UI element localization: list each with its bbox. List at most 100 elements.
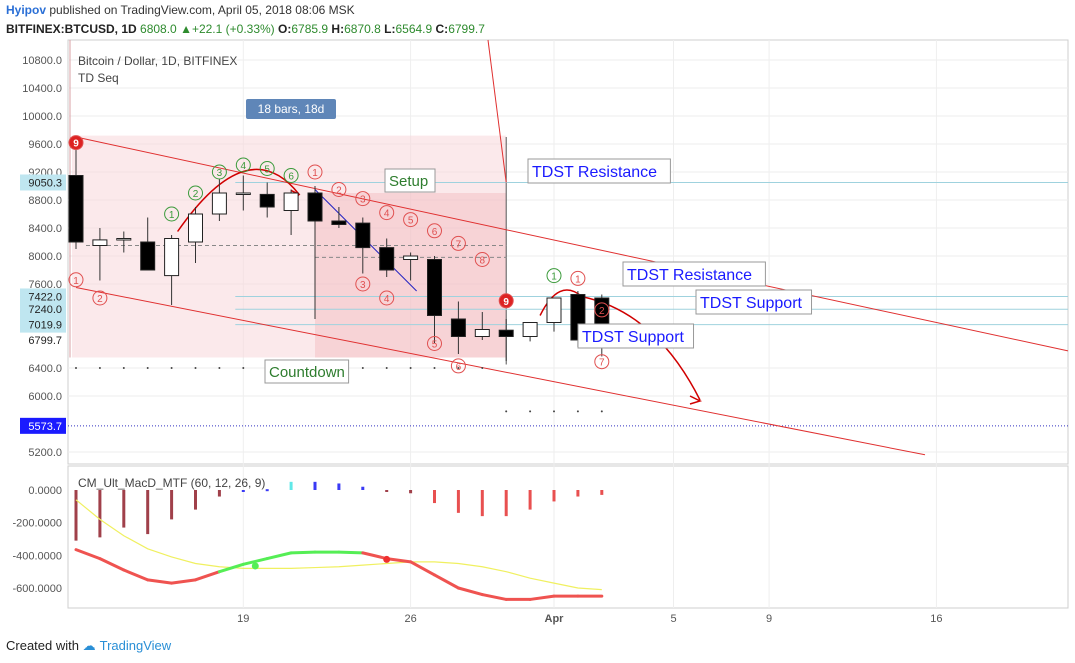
countdown-dot bbox=[98, 367, 101, 369]
setup-count-red: 4 bbox=[379, 205, 395, 221]
count-circle bbox=[211, 164, 227, 180]
price-tag-bg bbox=[20, 316, 66, 333]
candle bbox=[211, 179, 227, 221]
channel-lower-line bbox=[75, 287, 926, 456]
countdown-dot bbox=[385, 367, 388, 369]
curved-arrow bbox=[176, 168, 300, 232]
candle-body bbox=[211, 192, 227, 215]
countdown-dot bbox=[481, 367, 484, 369]
setup-count-green: 1 bbox=[164, 206, 180, 222]
candle bbox=[331, 207, 347, 228]
count-circle bbox=[68, 135, 84, 151]
candle-body bbox=[355, 222, 371, 249]
count-circle bbox=[498, 293, 514, 309]
tdst-resistance-label: TDST Resistance bbox=[527, 158, 671, 184]
annotation-text: TDST Support bbox=[700, 295, 803, 312]
tradingview-link[interactable]: TradingView bbox=[99, 638, 172, 653]
macd-line-segment bbox=[217, 562, 245, 574]
level-lines bbox=[68, 181, 1068, 427]
count-label: 1 bbox=[73, 276, 79, 287]
price-tag: 6799.7 bbox=[28, 335, 62, 347]
macd-histogram-bar bbox=[98, 490, 102, 538]
macd-line-segment bbox=[337, 550, 365, 555]
badge-text: 18 bars, 18d bbox=[258, 102, 325, 116]
macd-histogram-bar bbox=[146, 490, 150, 535]
setup-count-red: 2 bbox=[331, 182, 347, 197]
candle bbox=[427, 256, 442, 344]
candle bbox=[450, 301, 466, 354]
annotation-box bbox=[622, 261, 766, 287]
countdown-label: Countdown bbox=[264, 359, 350, 384]
setup-count-green: 6 bbox=[283, 168, 299, 183]
countdown-count: 2 bbox=[92, 290, 108, 306]
count-label: 4 bbox=[384, 294, 390, 305]
macd-histogram-bar bbox=[289, 481, 293, 490]
macd-line-segment bbox=[74, 548, 102, 561]
candle bbox=[522, 322, 538, 342]
price-tick: 8800.0 bbox=[28, 195, 62, 207]
countdown-dot bbox=[122, 367, 125, 369]
price-tick: 8400.0 bbox=[28, 223, 62, 235]
price-tick: 6000.0 bbox=[28, 391, 62, 403]
cross-marker bbox=[251, 562, 259, 570]
macd-layer bbox=[74, 481, 604, 601]
candle bbox=[379, 238, 395, 277]
count-label: 2 bbox=[336, 186, 342, 197]
candle-body bbox=[450, 318, 466, 337]
macd-line-segment bbox=[480, 593, 508, 601]
price-tick: 10400.0 bbox=[22, 83, 62, 95]
price-tag-bg bbox=[20, 417, 66, 434]
time-tick: 26 bbox=[404, 613, 416, 625]
count-circle bbox=[355, 191, 371, 207]
candle-body bbox=[235, 192, 251, 195]
countdown-count: 4 bbox=[379, 290, 395, 306]
candle bbox=[283, 189, 299, 235]
macd-line-segment bbox=[98, 557, 126, 572]
macd-tick: -600.0000 bbox=[12, 583, 62, 595]
macd-histogram-bar bbox=[265, 489, 269, 492]
macd-line-segment bbox=[146, 578, 174, 585]
count-label: 6 bbox=[288, 172, 294, 183]
candle bbox=[498, 319, 514, 361]
candle-body bbox=[403, 255, 419, 260]
macd-histogram-bar bbox=[600, 490, 604, 495]
price-axis: 10800.010400.010000.09600.09200.08800.08… bbox=[12, 55, 66, 595]
macd-histogram-bar bbox=[361, 486, 365, 490]
countdown-count: 7 bbox=[594, 354, 610, 370]
count-circle bbox=[474, 252, 490, 267]
candle bbox=[116, 231, 132, 253]
macd-line-segment bbox=[361, 551, 389, 561]
candle bbox=[474, 312, 490, 340]
count-label: 3 bbox=[217, 168, 223, 179]
price-tag-text: 6799.7 bbox=[28, 335, 62, 347]
count-circle bbox=[307, 164, 323, 180]
author-name[interactable]: Hyipov bbox=[6, 3, 47, 17]
td-counts: 91234561234567891112345627 bbox=[68, 135, 610, 413]
price-tag-bg bbox=[20, 288, 66, 305]
annotation-box bbox=[577, 323, 695, 349]
price-change: +22.1 (+0.33%) bbox=[191, 22, 275, 36]
macd-tick: 0.0000 bbox=[28, 485, 62, 497]
count-circle bbox=[259, 161, 275, 176]
candle-body bbox=[379, 247, 395, 271]
setup-nine: 9 bbox=[498, 293, 514, 309]
setup-count-red: 8 bbox=[474, 252, 490, 267]
countdown-count: 2 bbox=[594, 302, 610, 318]
candle-body bbox=[307, 192, 323, 222]
setup-count-green: 3 bbox=[211, 164, 227, 180]
countdown-dot bbox=[218, 367, 221, 369]
count-circle bbox=[594, 354, 610, 370]
candles bbox=[68, 144, 610, 361]
macd-histogram-bar bbox=[385, 490, 389, 492]
price-tag-text: 7019.9 bbox=[28, 320, 62, 332]
setup-count-red: 6 bbox=[427, 223, 442, 239]
setup-count-red: 5 bbox=[403, 212, 419, 228]
time-tick: 16 bbox=[930, 613, 942, 625]
macd-pane[interactable] bbox=[67, 465, 1069, 609]
candle bbox=[235, 175, 251, 211]
count-label: 4 bbox=[384, 209, 390, 220]
candle-body bbox=[92, 239, 108, 246]
arrow-head bbox=[689, 395, 703, 405]
count-label: 7 bbox=[456, 239, 462, 250]
